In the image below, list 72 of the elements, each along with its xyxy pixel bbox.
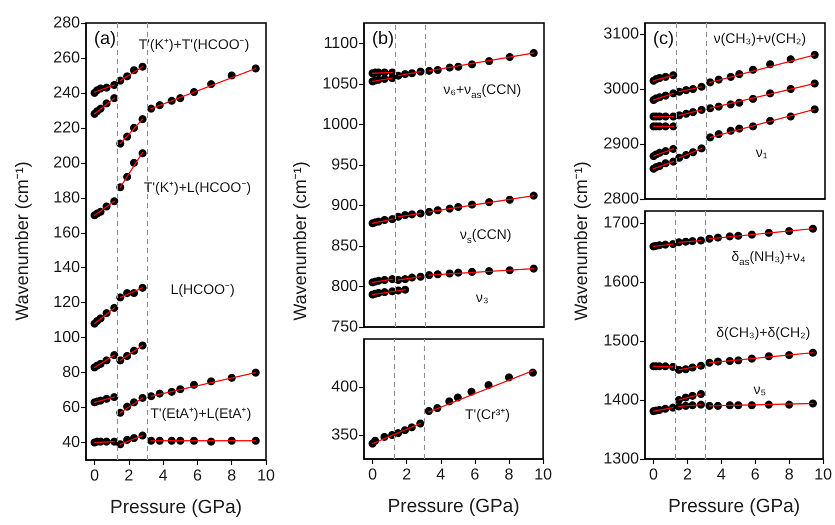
x-tick-label: 4	[716, 466, 726, 484]
y-tick-label: 3100	[603, 26, 640, 42]
y-tick-label: 1100	[324, 34, 358, 52]
x-axis-title: Pressure (GPa)	[110, 497, 242, 518]
y-axis-title: Wavenumber (cm⁻¹)	[571, 161, 591, 321]
y-tick-label: 200	[53, 154, 80, 172]
y-tick-label: 1300	[603, 450, 640, 468]
y-tick-label: 60	[62, 399, 80, 416]
y-tick-label: 240	[53, 84, 80, 102]
annotation: ν₅	[754, 381, 766, 398]
x-tick-label: 6	[750, 466, 760, 484]
y-tick-label: 850	[331, 237, 358, 254]
y-tick-label: 950	[331, 156, 358, 174]
x-tick-label: 8	[227, 468, 236, 484]
x-tick-label: 4	[158, 468, 168, 484]
y-tick-label: 1600	[603, 273, 640, 290]
x-axis-title: Pressure (GPa)	[668, 496, 800, 517]
annotation: δ(CH₃)+δ(CH₂)	[716, 324, 810, 340]
x-tick-label: 0	[368, 466, 378, 484]
y-tick-label: 1500	[603, 332, 640, 350]
y-tick-label: 900	[331, 196, 358, 214]
annotation: (b)	[372, 28, 394, 48]
annotation: ν(CH₃)+ν(CH₂)	[714, 30, 806, 46]
y-tick-label: 260	[53, 49, 80, 66]
annotation: (a)	[94, 28, 116, 48]
x-axis-title: Pressure (GPa)	[388, 496, 520, 517]
y-tick-label: 400	[331, 378, 358, 396]
x-tick-label: 0	[90, 468, 100, 484]
x-tick-label: 0	[649, 466, 658, 484]
y-tick-label: 220	[53, 119, 80, 136]
y-tick-label: 140	[53, 259, 80, 276]
y-tick-label: 1050	[322, 75, 358, 92]
y-tick-label: 2900	[603, 136, 640, 152]
x-tick-label: 10	[257, 468, 275, 484]
x-tick-label: 8	[504, 466, 514, 484]
y-tick-label: 120	[53, 294, 80, 312]
x-tick-label: 2	[682, 466, 692, 484]
annotation: δ$_{as}$(NH₃)+ν₄	[731, 248, 806, 268]
y-tick-label: 40	[62, 434, 80, 452]
y-tick-label: 1700	[603, 214, 640, 232]
annotation: ν₆+ν$_{as}$(CCN)	[443, 81, 522, 102]
annotation: ν₃	[476, 289, 489, 306]
y-tick-label: 3000	[603, 80, 640, 98]
annotation: T'(Cr³⁺)	[464, 406, 510, 422]
annotation: (c)	[653, 28, 674, 48]
annotation: T'(EtA⁺)+L(EtA⁺)	[150, 404, 252, 421]
y-axis-title: Wavenumber (cm⁻¹)	[12, 161, 32, 321]
x-tick-label: 6	[192, 468, 202, 484]
y-axis-title: Wavenumber (cm⁻¹)	[290, 161, 310, 321]
y-tick-label: 800	[331, 278, 358, 295]
y-tick-label: 160	[53, 224, 80, 242]
x-tick-label: 8	[784, 466, 794, 484]
y-tick-label: 1400	[603, 391, 640, 408]
x-tick-label: 6	[470, 466, 480, 484]
y-tick-label: 350	[331, 426, 358, 444]
annotation: L(HCOO⁻)	[170, 280, 235, 297]
y-tick-label: 180	[53, 189, 80, 206]
y-tick-label: 80	[62, 364, 80, 382]
y-tick-label: 750	[331, 318, 358, 336]
x-tick-label: 10	[534, 466, 552, 484]
annotation: T'(K⁺)+L(HCOO⁻)	[144, 179, 251, 196]
x-tick-label: 10	[814, 466, 832, 484]
y-tick-label: 1000	[322, 116, 358, 133]
x-tick-label: 2	[124, 468, 134, 484]
annotation: T'(K⁺)+T'(HCOO⁻)	[138, 36, 250, 52]
y-tick-label: 100	[53, 329, 80, 346]
y-tick-label: 2800	[603, 190, 640, 208]
y-tick-label: 280	[53, 14, 80, 32]
annotation: ν$_{s}$(CCN)	[460, 226, 512, 246]
x-tick-label: 2	[402, 466, 412, 484]
annotation: ν₁	[756, 144, 768, 160]
x-tick-label: 4	[436, 466, 446, 484]
